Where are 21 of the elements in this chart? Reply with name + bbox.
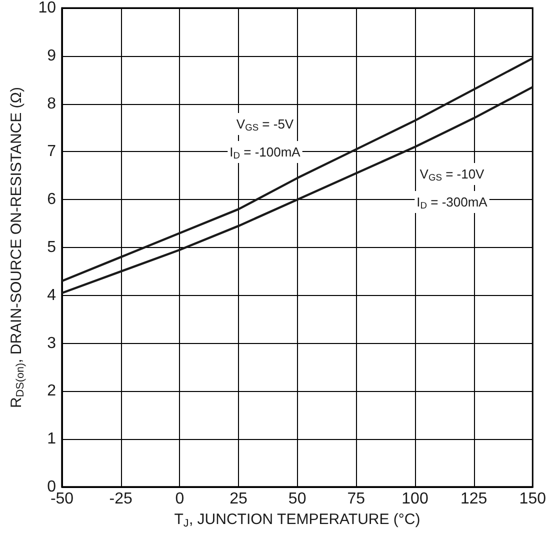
x-tick-label: 0 [175,490,184,508]
y-tick-label: 9 [47,47,56,64]
x-tick-label: 150 [519,490,546,508]
y-tick-label: 1 [47,430,56,448]
x-tick-label: 125 [460,490,488,508]
y-tick-label: 7 [47,143,56,160]
y-tick-label: 4 [47,286,56,304]
line-series [60,57,534,282]
y-tick-label: 10 [38,0,56,16]
x-tick-label: -25 [109,490,132,508]
line-series [60,86,534,294]
y-tick-label: 8 [47,95,56,112]
x-tick-label: 25 [230,490,248,508]
x-tick-label: 100 [402,490,428,508]
y-axis-title: RDS(on), DRAIN-SOURCE ON-RESISTANCE (Ω) [8,87,26,408]
x-tick-label: 75 [347,490,366,508]
y-tick-label: 2 [47,382,56,400]
x-tick-label: 50 [288,490,306,508]
y-tick-label: 5 [47,239,56,256]
y-tick-label: 6 [47,191,56,208]
y-tick-label: 3 [47,334,56,352]
